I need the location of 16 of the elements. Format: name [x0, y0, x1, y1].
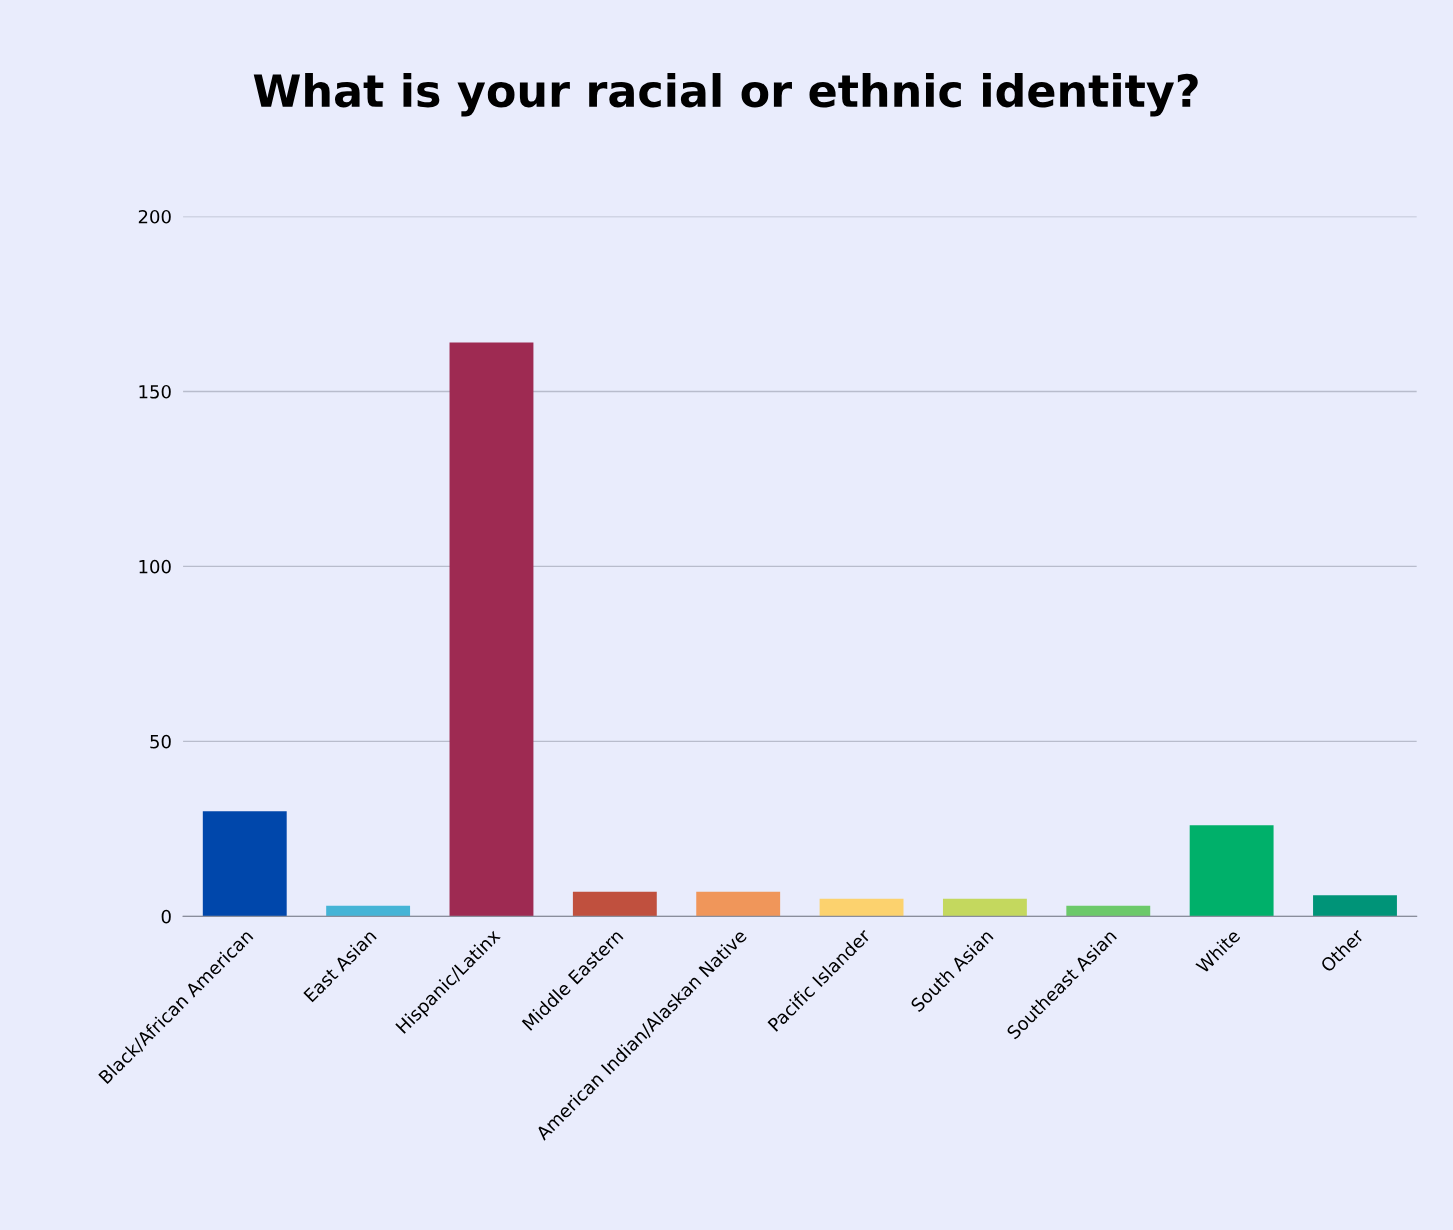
y-tick-label: 100 [139, 559, 171, 574]
y-tick-label: 50 [150, 734, 171, 749]
bar [326, 905, 411, 917]
bar [1313, 895, 1397, 917]
bar [449, 342, 534, 917]
bar [1066, 905, 1151, 917]
y-tick-label: 200 [138, 209, 171, 224]
bar [202, 811, 287, 917]
bar [696, 891, 781, 917]
chart-title: What is your racial or ethnic identity? [253, 73, 1198, 117]
y-tick-label: 0 [161, 909, 171, 924]
bar [1189, 825, 1274, 917]
y-tick-label: 150 [139, 384, 171, 399]
bar [819, 898, 904, 917]
bar [942, 898, 1027, 917]
bar [572, 891, 657, 917]
